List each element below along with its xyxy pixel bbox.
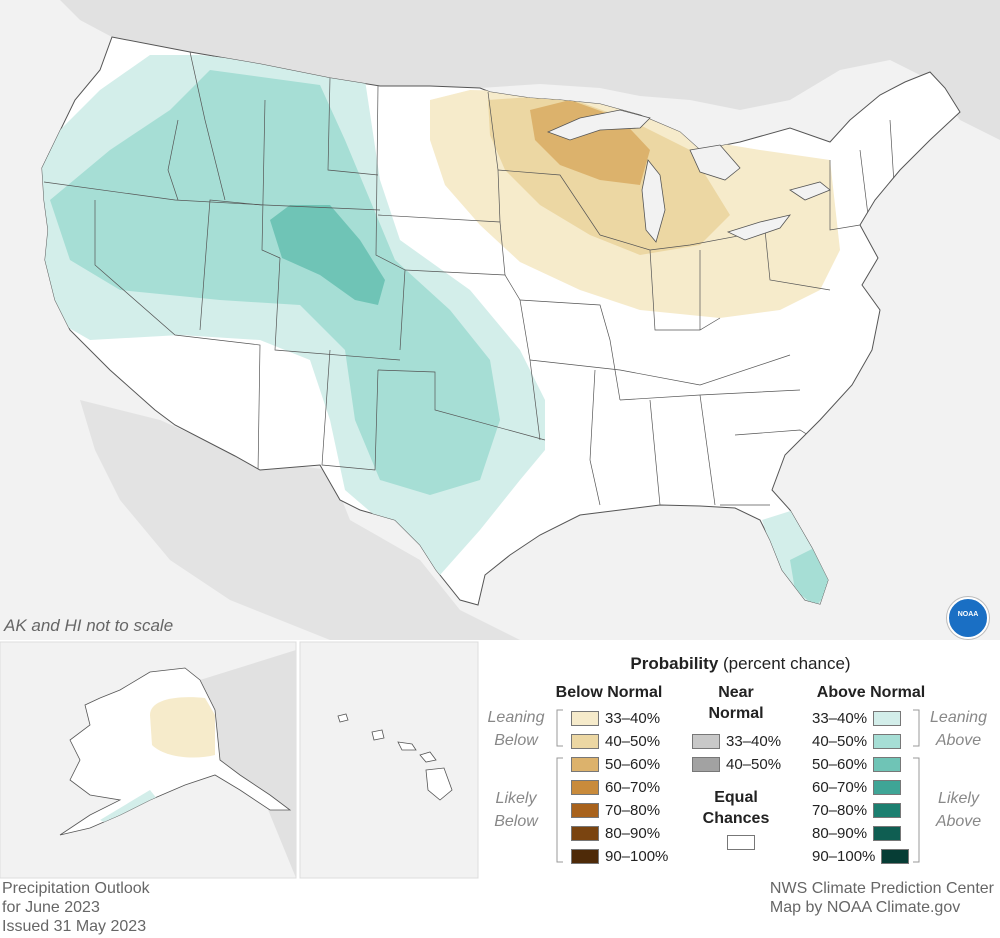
legend-row-above: 50–60% (812, 755, 902, 773)
noaa-logo: NOAA (947, 597, 989, 639)
legend-swatch (571, 756, 599, 772)
legend-row-above: 80–90% (812, 824, 902, 842)
legend-row-above: 33–40% (812, 709, 902, 727)
equal-chances-header: Equal Chances (702, 789, 770, 827)
map-canvas (0, 0, 1000, 879)
legend-swatch (571, 802, 599, 818)
credit-caption: NWS Climate Prediction Center Map by NOA… (769, 880, 994, 916)
legend-swatch (571, 733, 599, 749)
legend-row-below: 60–70% (571, 778, 660, 796)
legend-label: 90–100% (812, 847, 876, 865)
legend-row-below: 33–40% (571, 709, 660, 727)
legend-swatch (571, 710, 599, 726)
near-normal-header: Near Normal (708, 684, 764, 722)
below-normal-header: Below Normal (555, 684, 663, 701)
legend-label: 60–70% (812, 778, 868, 796)
legend-row-below: 80–90% (571, 824, 660, 842)
legend-swatch (692, 733, 720, 749)
legend-row-below: 40–50% (571, 732, 660, 750)
likely-below-label: Likely Below (494, 790, 538, 830)
outlook-caption: Precipitation Outlook for June 2023 Issu… (2, 880, 150, 935)
likely-above-label: Likely Above (935, 790, 982, 830)
legend-row-below: 90–100% (571, 847, 668, 865)
legend-swatch (881, 848, 910, 864)
legend-label: 40–50% (726, 755, 782, 773)
equal-chances-swatch (727, 835, 755, 850)
legend-label: 33–40% (812, 709, 868, 727)
legend-label: 40–50% (605, 732, 661, 750)
legend-swatch (873, 825, 902, 841)
legend-swatch (571, 848, 599, 864)
legend-label: 70–80% (605, 801, 661, 819)
legend-swatch (692, 756, 720, 772)
legend-title: Probability (percent chance) (630, 654, 851, 673)
legend-row-below: 50–60% (571, 755, 660, 773)
legend-swatch (873, 779, 902, 795)
legend-label: 40–50% (812, 732, 868, 750)
legend-row-above: 40–50% (812, 732, 902, 750)
legend-row-near: 33–40% (692, 732, 781, 750)
legend-row-above: 90–100% (812, 847, 910, 865)
legend-label: 80–90% (605, 824, 661, 842)
legend-swatch (571, 779, 599, 795)
above-normal-header: Above Normal (816, 684, 926, 701)
alaska-inset (59, 667, 292, 836)
legend-label: 60–70% (605, 778, 661, 796)
legend-label: 50–60% (605, 755, 661, 773)
legend-swatch (873, 802, 902, 818)
legend-row-near: 40–50% (692, 755, 781, 773)
leaning-above-label: Leaning Above (930, 709, 987, 749)
legend-label: 70–80% (812, 801, 868, 819)
legend-row-above: 60–70% (812, 778, 902, 796)
legend-swatch (873, 756, 902, 772)
legend-label: 50–60% (812, 755, 868, 773)
probability-shading (42, 55, 840, 605)
legend-row-below: 70–80% (571, 801, 660, 819)
hawaii-inset (337, 713, 453, 801)
legend-label: 90–100% (605, 847, 669, 865)
legend-label: 80–90% (812, 824, 868, 842)
legend-swatch (873, 710, 902, 726)
scale-note: AK and HI not to scale (4, 616, 174, 635)
legend-label: 33–40% (726, 732, 782, 750)
leaning-below-label: Leaning Below (487, 709, 545, 749)
great-lakes (546, 109, 831, 243)
legend-swatch (571, 825, 599, 841)
legend-brackets (556, 709, 920, 863)
state-borders (43, 51, 896, 506)
legend-swatch (873, 733, 902, 749)
legend: Probability (percent chance) Below Norma… (481, 642, 1000, 878)
legend-label: 33–40% (605, 709, 661, 727)
legend-row-above: 70–80% (812, 801, 902, 819)
